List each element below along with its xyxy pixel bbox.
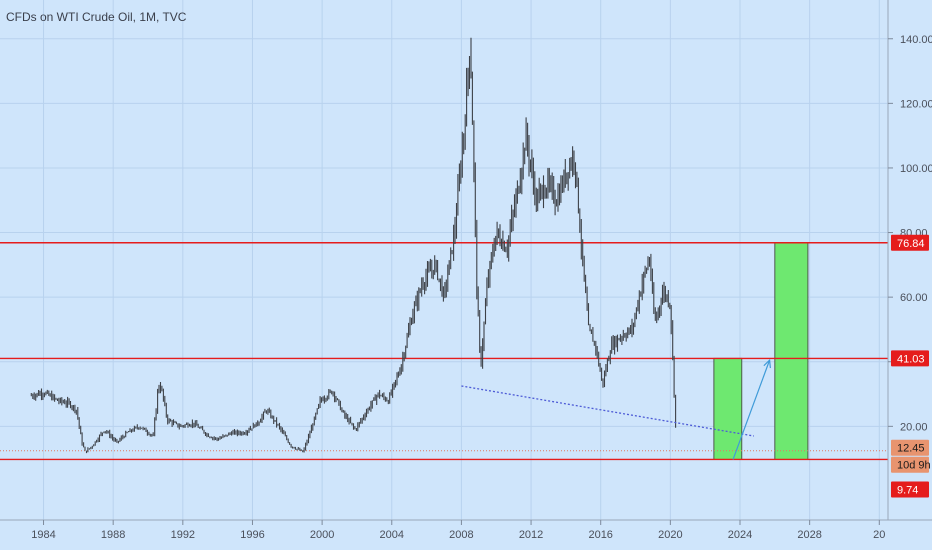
level-badge-bg — [891, 350, 929, 367]
price-tick-label: 100.00 — [900, 163, 932, 175]
time-tick-label: 1984 — [31, 529, 55, 541]
level-badge: 9.74 — [897, 484, 918, 496]
time-tick-label: 2028 — [797, 529, 821, 541]
time-tick-label: 2000 — [310, 529, 334, 541]
time-tick-label: 2004 — [380, 529, 404, 541]
time-tick-label: 1992 — [171, 529, 195, 541]
time-axis[interactable]: 1984 1988 1992 1996 2000 2004 2008 2012 2016 2020… — [31, 520, 885, 541]
projection-boxes — [713, 242, 809, 460]
level-badge-bg — [891, 234, 929, 251]
price-series — [30, 37, 677, 454]
countdown-badge: 10d 9h — [897, 460, 931, 472]
projection-box — [713, 357, 743, 460]
time-tick-label: 2020 — [658, 529, 682, 541]
current-price-badge: 12.45 — [897, 443, 925, 455]
price-tick-label: 20.00 — [900, 421, 928, 433]
time-tick-label: 2016 — [588, 529, 612, 541]
time-tick-label: 2024 — [728, 529, 752, 541]
level-badge-bg — [891, 481, 929, 498]
level-badge: 76.84 — [897, 238, 925, 250]
time-tick-label: 20 — [873, 529, 885, 541]
grid-lines — [0, 0, 888, 520]
price-tick-label: 120.00 — [900, 98, 932, 110]
current-price-badge-bg — [891, 439, 929, 456]
chart-title: CFDs on WTI Crude Oil, 1M, TVC — [6, 10, 187, 24]
price-bars — [30, 37, 677, 454]
trend-line — [461, 385, 755, 437]
projection-arrow-head — [763, 358, 771, 369]
price-tick-label: 60.00 — [900, 292, 928, 304]
time-tick-label: 1996 — [240, 529, 264, 541]
countdown-badge-bg — [891, 456, 929, 473]
annotations — [461, 358, 771, 460]
price-badges: 76.84 41.03 9.74 12.45 10d 9h — [891, 234, 931, 498]
level-badge: 41.03 — [897, 353, 925, 365]
time-tick-label: 1988 — [101, 529, 125, 541]
projection-arrow — [732, 359, 771, 460]
projection-box — [774, 242, 809, 460]
price-tick-label: 140.00 — [900, 34, 932, 46]
time-tick-label: 2008 — [449, 529, 473, 541]
time-tick-label: 2012 — [519, 529, 543, 541]
level-lines — [0, 242, 888, 461]
